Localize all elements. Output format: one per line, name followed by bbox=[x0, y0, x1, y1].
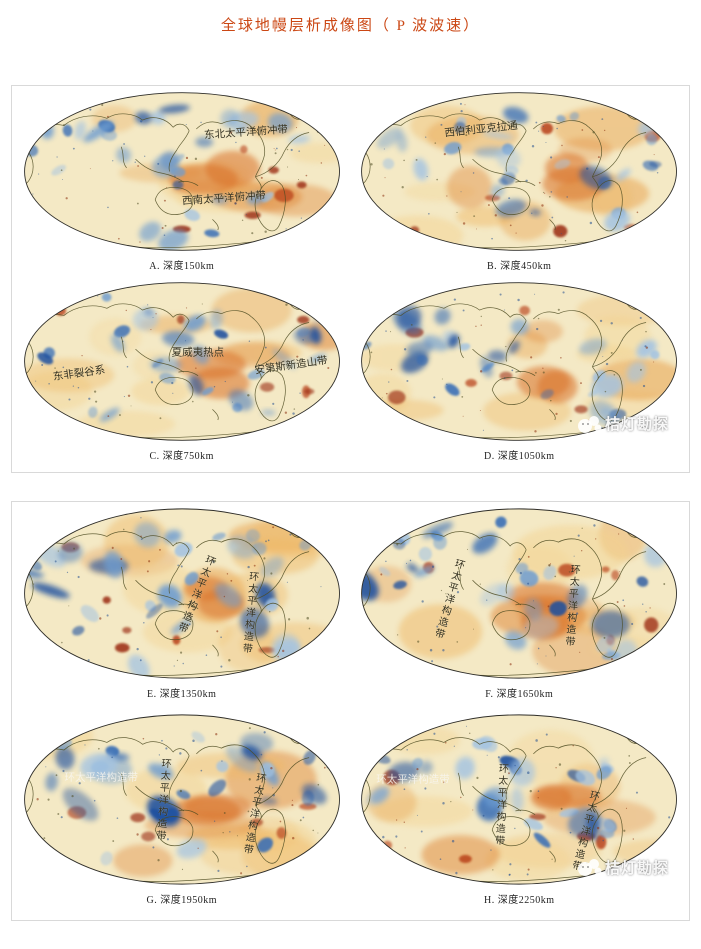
figure-box-2: 环太平洋构造带 环太平洋构造带 E. 深度1350km 环太平洋构造带 环太平洋构造带 F… bbox=[11, 501, 690, 921]
watermark: 桔灯勘探 bbox=[576, 856, 669, 878]
tomography-map-H: 环太平洋构造带 环太平洋构造带 环太平洋构造带 桔灯勘探 bbox=[358, 712, 680, 887]
tomography-panel-G: 环太平洋构造带 环太平洋构造带 环太平洋构造带 G. 深度1950km bbox=[14, 712, 350, 916]
watermark-logo-icon bbox=[578, 859, 602, 877]
tomography-panel-D: 桔灯勘探 D. 深度1050km bbox=[352, 280, 688, 468]
tomography-map-E: 环太平洋构造带 环太平洋构造带 bbox=[21, 506, 343, 681]
panel-caption-B: B. 深度450km bbox=[487, 261, 552, 272]
world-map-image bbox=[361, 508, 678, 679]
tomography-panel-C: 东非裂谷系 夏威夷热点 安第斯新造山带 C. 深度750km bbox=[14, 280, 350, 468]
tomography-panel-F: 环太平洋构造带 环太平洋构造带 F. 深度1650km bbox=[352, 506, 688, 710]
panel-caption-F: F. 深度1650km bbox=[485, 689, 554, 700]
tomography-panel-E: 环太平洋构造带 环太平洋构造带 E. 深度1350km bbox=[14, 506, 350, 710]
page-title: 全球地幔层析成像图（ P 波波速） bbox=[220, 18, 481, 34]
tomography-map-D: 桔灯勘探 bbox=[358, 280, 680, 443]
watermark-text: 桔灯勘探 bbox=[605, 416, 670, 434]
tomography-map-C: 东非裂谷系 夏威夷热点 安第斯新造山带 bbox=[21, 280, 343, 443]
tomography-map-B: 西伯利亚克拉通 bbox=[358, 90, 680, 253]
world-map-image bbox=[23, 508, 340, 679]
tomography-map-F: 环太平洋构造带 环太平洋构造带 bbox=[358, 506, 680, 681]
world-map-image bbox=[23, 714, 340, 885]
article-page: 全球地幔层析成像图（ P 波波速） 东北太平洋俯冲带 西南太平洋俯冲带 A. 深度1… bbox=[0, 14, 701, 921]
tomography-map-G: 环太平洋构造带 环太平洋构造带 环太平洋构造带 bbox=[21, 712, 343, 887]
world-map-image bbox=[361, 92, 678, 251]
tomography-panel-B: 西伯利亚克拉通 B. 深度450km bbox=[352, 90, 688, 278]
figure-box-1: 东北太平洋俯冲带 西南太平洋俯冲带 A. 深度150km 西伯利亚克拉通 B. 深度45… bbox=[11, 85, 690, 473]
panel-caption-E: E. 深度1350km bbox=[147, 689, 217, 700]
world-map-image bbox=[23, 92, 340, 251]
world-map-image bbox=[361, 282, 678, 441]
tomography-panel-H: 环太平洋构造带 环太平洋构造带 环太平洋构造带 桔灯勘探 H. 深度2250km bbox=[352, 712, 688, 916]
world-map-image bbox=[361, 714, 678, 885]
watermark: 桔灯勘探 bbox=[576, 413, 669, 435]
panel-caption-H: H. 深度2250km bbox=[484, 895, 555, 906]
watermark-logo-icon bbox=[578, 415, 602, 433]
watermark-text: 桔灯勘探 bbox=[605, 859, 670, 877]
panel-caption-C: C. 深度750km bbox=[149, 451, 214, 462]
panel-caption-D: D. 深度1050km bbox=[484, 451, 555, 462]
panel-caption-A: A. 深度150km bbox=[149, 261, 215, 272]
world-map-image bbox=[23, 282, 340, 441]
tomography-map-A: 东北太平洋俯冲带 西南太平洋俯冲带 bbox=[21, 90, 343, 253]
panel-caption-G: G. 深度1950km bbox=[146, 895, 217, 906]
tomography-panel-A: 东北太平洋俯冲带 西南太平洋俯冲带 A. 深度150km bbox=[14, 90, 350, 278]
